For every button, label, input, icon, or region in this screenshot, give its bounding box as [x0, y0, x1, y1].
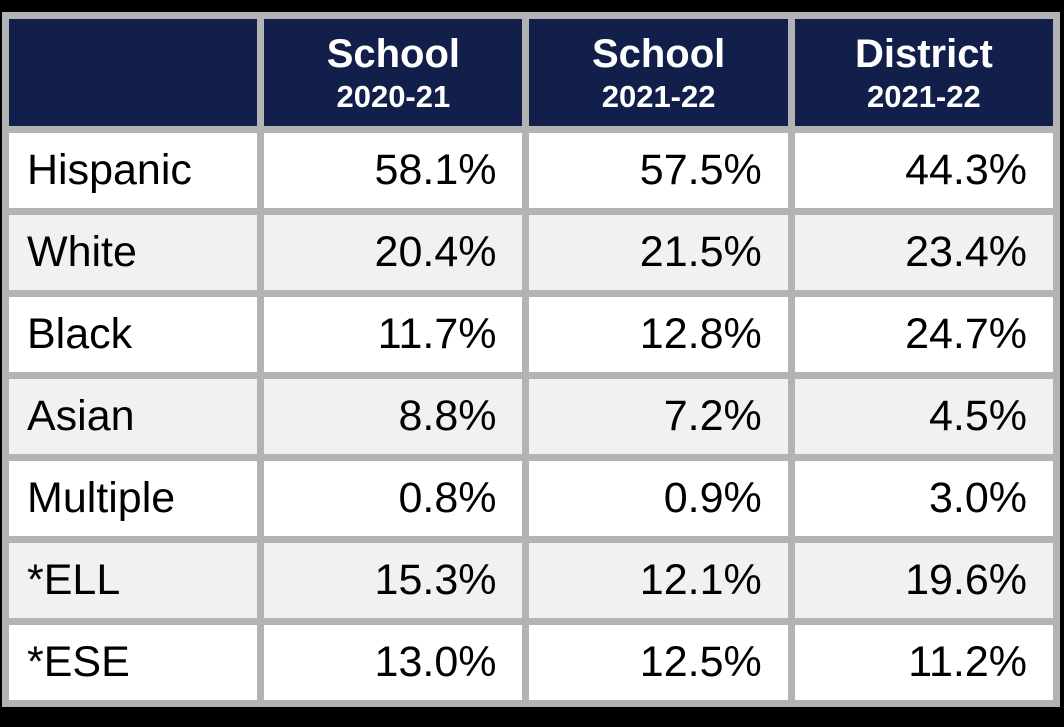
cell-value: 0.9%	[529, 461, 788, 536]
row-label: Hispanic	[9, 133, 258, 208]
row-label: White	[9, 215, 258, 290]
cell-value: 3.0%	[794, 461, 1053, 536]
cell-value: 21.5%	[529, 215, 788, 290]
cell-value: 11.2%	[794, 625, 1053, 700]
cell-value: 0.8%	[264, 461, 523, 536]
cell-value: 23.4%	[794, 215, 1053, 290]
col-header-title: School	[326, 31, 461, 76]
table-row: White 20.4% 21.5% 23.4%	[9, 215, 1053, 290]
row-label: Asian	[9, 379, 258, 454]
cell-value: 20.4%	[264, 215, 523, 290]
cell-value: 11.7%	[264, 297, 523, 372]
col-header-year: 2021-22	[866, 78, 981, 114]
cell-value: 58.1%	[264, 133, 523, 208]
table-row: Multiple 0.8% 0.9% 3.0%	[9, 461, 1053, 536]
demographics-table: School 2020-21 School 2021-22 District 2…	[2, 12, 1060, 707]
col-header-year: 2021-22	[601, 78, 716, 114]
cell-value: 44.3%	[794, 133, 1053, 208]
cell-value: 8.8%	[264, 379, 523, 454]
cell-value: 4.5%	[794, 379, 1053, 454]
cell-value: 7.2%	[529, 379, 788, 454]
col-header-title: School	[591, 31, 726, 76]
row-label: Multiple	[9, 461, 258, 536]
col-header-district-2021-22: District 2021-22	[794, 19, 1053, 126]
cell-value: 12.1%	[529, 543, 788, 618]
col-header-year: 2020-21	[336, 78, 451, 114]
row-label: *ELL	[9, 543, 258, 618]
table-row: Black 11.7% 12.8% 24.7%	[9, 297, 1053, 372]
table-row: *ESE 13.0% 12.5% 11.2%	[9, 625, 1053, 700]
col-header-school-2020-21: School 2020-21	[264, 19, 523, 126]
cell-value: 12.5%	[529, 625, 788, 700]
table-row: Asian 8.8% 7.2% 4.5%	[9, 379, 1053, 454]
col-header-school-2021-22: School 2021-22	[529, 19, 788, 126]
cell-value: 57.5%	[529, 133, 788, 208]
cell-value: 15.3%	[264, 543, 523, 618]
table-row: Hispanic 58.1% 57.5% 44.3%	[9, 133, 1053, 208]
table-row: *ELL 15.3% 12.1% 19.6%	[9, 543, 1053, 618]
cell-value: 12.8%	[529, 297, 788, 372]
corner-cell	[9, 19, 258, 126]
row-label: Black	[9, 297, 258, 372]
cell-value: 24.7%	[794, 297, 1053, 372]
header-row: School 2020-21 School 2021-22 District 2…	[9, 19, 1053, 126]
cell-value: 13.0%	[264, 625, 523, 700]
col-header-title: District	[854, 31, 993, 76]
cell-value: 19.6%	[794, 543, 1053, 618]
row-label: *ESE	[9, 625, 258, 700]
